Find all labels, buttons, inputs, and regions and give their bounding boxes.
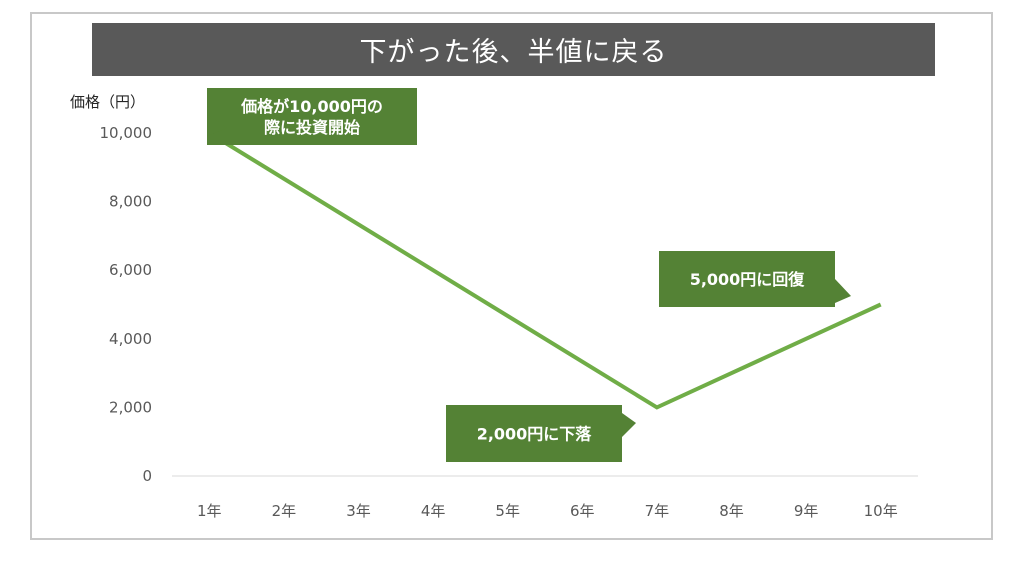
y-tick-label: 6,000 <box>109 261 152 279</box>
y-tick-label: 4,000 <box>109 330 152 348</box>
y-tick-label: 2,000 <box>109 398 152 416</box>
callout-box <box>659 251 835 307</box>
y-axis-label: 価格（円） <box>70 93 145 111</box>
y-tick-labels: 0 2,000 4,000 6,000 8,000 10,000 <box>100 124 153 485</box>
callout-pointer <box>835 279 851 303</box>
y-tick-label: 8,000 <box>109 193 152 211</box>
x-tick-label: 7年 <box>645 502 670 520</box>
x-tick-label: 1年 <box>197 502 222 520</box>
x-tick-label: 8年 <box>719 502 744 520</box>
x-tick-label: 5年 <box>495 502 520 520</box>
callout-text: 5,000円に回復 <box>690 270 806 289</box>
x-tick-label: 4年 <box>421 502 446 520</box>
callout-pointer <box>622 413 636 437</box>
callout-box <box>446 405 622 462</box>
x-tick-label: 2年 <box>272 502 297 520</box>
chart-title: 下がった後、半値に戻る <box>92 23 935 76</box>
x-tick-label: 3年 <box>346 502 371 520</box>
callout-text: 価格が10,000円の <box>240 97 383 116</box>
callout-box <box>207 88 417 145</box>
callout-2: 2,000円に下落 <box>446 405 636 462</box>
y-tick-label: 10,000 <box>100 124 153 142</box>
callout-pointer <box>207 114 228 136</box>
y-tick-label: 0 <box>142 467 152 485</box>
series-line <box>208 131 882 410</box>
callout-text: 2,000円に下落 <box>477 425 593 444</box>
x-tick-label: 6年 <box>570 502 595 520</box>
callout-text: 際に投資開始 <box>264 118 360 137</box>
x-tick-labels: 1年 2年 3年 4年 5年 6年 7年 8年 9年 10年 <box>197 502 898 520</box>
x-tick-label: 10年 <box>864 502 898 520</box>
x-tick-label: 9年 <box>794 502 819 520</box>
callout-3: 5,000円に回復 <box>659 251 851 307</box>
